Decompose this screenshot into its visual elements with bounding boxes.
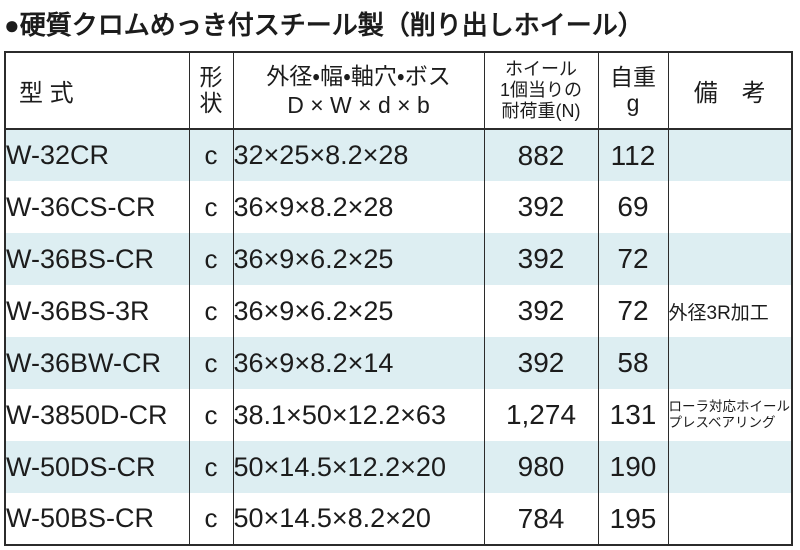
cell-dimensions: 36×9×8.2×14 bbox=[232, 337, 484, 389]
col-header-shape-line2: 状 bbox=[199, 89, 223, 116]
cell-model: W-32CR bbox=[6, 140, 110, 170]
col-header-dimensions-line1: 外径・幅・軸穴・ボス bbox=[266, 62, 451, 89]
table-row: W-36BS-3R c 36×9×6.2×25 392 72 外径3R加工 bbox=[5, 285, 792, 337]
col-header-weight: 自重 g bbox=[597, 52, 668, 130]
cell-dimensions: 36×9×6.2×25 bbox=[232, 233, 484, 285]
table-row: W-50DS-CR c 50×14.5×12.2×20 980 190 bbox=[5, 441, 792, 493]
cell-remarks bbox=[667, 129, 792, 181]
cell-shape: c bbox=[188, 389, 233, 441]
cell-remarks-line1: ローラ対応ホイール bbox=[668, 398, 790, 414]
cell-dimensions: 38.1×50×12.2×63 bbox=[232, 389, 484, 441]
table-row: W-50BS-CR c 50×14.5×8.2×20 784 195 bbox=[5, 493, 792, 545]
cell-weight: 190 bbox=[597, 441, 668, 493]
cell-model: W-36CS-CR bbox=[6, 191, 156, 222]
page-title: ●硬質クロムめっき付スチール製（削り出しホイール） bbox=[4, 10, 644, 40]
col-header-load-line3: 耐荷重(N) bbox=[501, 101, 581, 122]
cell-weight: 131 bbox=[597, 389, 668, 441]
cell-model: W-50BS-CR bbox=[6, 503, 155, 533]
table-row: W-3850D-CR c 38.1×50×12.2×63 1,274 131 ロ… bbox=[5, 389, 792, 441]
table-header-row: 型 式 形 状 外径・幅・軸穴・ボス D × W × d × b ホイール 1個… bbox=[5, 52, 792, 130]
col-header-remarks: 備 考 bbox=[667, 52, 792, 130]
col-header-shape-line1: 形 bbox=[199, 64, 223, 91]
col-header-weight-line1: 自重 bbox=[610, 63, 656, 90]
cell-remarks bbox=[667, 337, 792, 389]
col-header-model: 型 式 bbox=[5, 52, 189, 130]
col-header-dimensions-line2: D × W × d × b bbox=[287, 91, 430, 118]
cell-load-capacity: 784 bbox=[483, 493, 598, 545]
col-header-load-line1: ホイール bbox=[505, 58, 577, 79]
table-row: W-36CS-CR c 36×9×8.2×28 392 69 bbox=[5, 181, 792, 233]
cell-weight: 195 bbox=[597, 493, 668, 545]
cell-load-capacity: 392 bbox=[483, 233, 598, 285]
cell-remarks bbox=[667, 233, 792, 285]
cell-shape: c bbox=[188, 337, 233, 389]
cell-dimensions: 50×14.5×12.2×20 bbox=[232, 441, 484, 493]
cell-load-capacity: 980 bbox=[483, 441, 598, 493]
col-header-shape: 形 状 bbox=[188, 52, 233, 130]
cell-remarks: 外径3R加工 bbox=[667, 285, 792, 337]
cell-model: W-3850D-CR bbox=[6, 399, 168, 430]
cell-model: W-50DS-CR bbox=[6, 451, 156, 482]
cell-weight: 69 bbox=[597, 181, 668, 233]
cell-model: W-36BS-CR bbox=[6, 243, 155, 274]
col-header-load-line2: 1個当りの bbox=[499, 79, 582, 100]
cell-shape: c bbox=[188, 285, 233, 337]
cell-remarks bbox=[667, 441, 792, 493]
cell-remarks bbox=[667, 493, 792, 545]
cell-load-capacity: 392 bbox=[483, 337, 598, 389]
cell-weight: 72 bbox=[597, 233, 668, 285]
cell-load-capacity: 882 bbox=[483, 129, 598, 181]
cell-load-capacity: 392 bbox=[483, 181, 598, 233]
cell-dimensions: 50×14.5×8.2×20 bbox=[232, 493, 484, 545]
cell-weight: 72 bbox=[597, 285, 668, 337]
table-row: W-36BS-CR c 36×9×6.2×25 392 72 bbox=[5, 233, 792, 285]
cell-shape: c bbox=[188, 181, 233, 233]
cell-load-capacity: 1,274 bbox=[483, 389, 598, 441]
table-row: W-32CR c 32×25×8.2×28 882 112 bbox=[5, 129, 792, 181]
col-header-weight-line2: g bbox=[626, 89, 640, 116]
cell-model: W-36BW-CR bbox=[6, 347, 162, 378]
col-header-dimensions: 外径・幅・軸穴・ボス D × W × d × b bbox=[232, 52, 484, 130]
cell-remarks-line2: プレスベアリング bbox=[668, 415, 776, 430]
cell-remarks bbox=[667, 181, 792, 233]
product-spec-table: 型 式 形 状 外径・幅・軸穴・ボス D × W × d × b ホイール 1個… bbox=[4, 51, 793, 546]
cell-shape: c bbox=[188, 233, 233, 285]
cell-dimensions: 32×25×8.2×28 bbox=[232, 129, 484, 181]
cell-model: W-36BS-3R bbox=[6, 295, 150, 326]
cell-dimensions: 36×9×6.2×25 bbox=[232, 285, 484, 337]
cell-shape: c bbox=[188, 493, 233, 545]
cell-weight: 112 bbox=[597, 129, 668, 181]
table-row: W-36BW-CR c 36×9×8.2×14 392 58 bbox=[5, 337, 792, 389]
cell-shape: c bbox=[188, 129, 233, 181]
cell-shape: c bbox=[188, 441, 233, 493]
cell-dimensions: 36×9×8.2×28 bbox=[232, 181, 484, 233]
col-header-load-capacity: ホイール 1個当りの 耐荷重(N) bbox=[483, 52, 598, 130]
cell-weight: 58 bbox=[597, 337, 668, 389]
cell-remarks: ローラ対応ホイール プレスベアリング bbox=[667, 389, 792, 441]
cell-load-capacity: 392 bbox=[483, 285, 598, 337]
